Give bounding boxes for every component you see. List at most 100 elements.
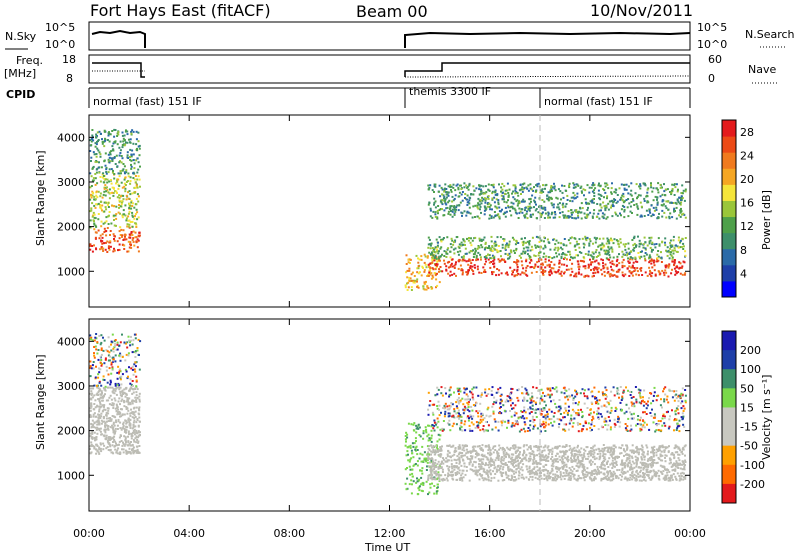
power-cell <box>565 189 568 192</box>
power-cell <box>524 252 526 255</box>
power-cell <box>139 165 141 168</box>
power-cell <box>680 201 683 204</box>
power-cell <box>611 215 614 218</box>
power-cell <box>430 272 433 275</box>
velocity-cell <box>125 426 128 429</box>
power-cell <box>450 205 453 208</box>
power-cell <box>443 209 446 212</box>
power-cell <box>582 242 585 245</box>
velocity-cell <box>110 340 113 343</box>
velocity-cell <box>117 408 120 411</box>
power-cell <box>133 162 136 165</box>
power-cell <box>441 270 444 273</box>
power-cell <box>672 239 675 242</box>
power-cell <box>466 201 469 204</box>
velocity-cell <box>98 427 101 430</box>
power-cell <box>440 201 443 204</box>
velocity-cell <box>516 454 519 457</box>
power-cell <box>547 214 550 217</box>
power-cell <box>477 202 480 205</box>
power-cell <box>672 249 675 252</box>
velocity-cell <box>532 471 534 474</box>
power-cell <box>621 204 624 207</box>
power-cell <box>127 197 130 200</box>
velocity-cell <box>643 464 646 467</box>
velocity-cell <box>676 451 679 454</box>
power-cell <box>549 248 552 251</box>
power-cell <box>515 247 518 250</box>
velocity-cell <box>129 403 132 406</box>
power-cell <box>102 193 105 196</box>
power-cell <box>591 201 594 204</box>
velocity-cell <box>636 451 639 454</box>
power-cell <box>680 266 683 269</box>
power-cell <box>463 240 466 243</box>
velocity-cell <box>653 473 656 475</box>
velocity-cell <box>531 469 533 472</box>
power-cell <box>494 240 497 243</box>
velocity-cell <box>593 455 596 458</box>
power-cell <box>99 180 102 183</box>
power-cell <box>438 258 440 261</box>
velocity-cell <box>412 429 415 432</box>
power-cell <box>616 194 619 196</box>
power-cell <box>405 254 408 257</box>
power-cell <box>635 244 638 247</box>
freq-trace <box>92 62 690 78</box>
power-cell <box>105 168 108 171</box>
power-cell <box>502 213 505 216</box>
power-cell <box>591 198 594 201</box>
velocity-cell <box>504 449 506 452</box>
velocity-cell <box>463 465 466 468</box>
power-cell <box>596 237 598 240</box>
velocity-cell <box>460 454 463 457</box>
velocity-cell <box>114 427 117 430</box>
power-cell <box>101 196 104 199</box>
power-cell <box>99 248 102 251</box>
velocity-cell <box>486 473 489 475</box>
velocity-cell <box>587 455 590 458</box>
y-tick-label: 2000 <box>57 221 85 234</box>
velocity-cell <box>650 461 653 464</box>
power-cell <box>114 235 116 238</box>
power-cell <box>453 252 456 255</box>
velocity-cell <box>493 461 496 464</box>
power-cell <box>521 252 524 255</box>
power-cell <box>476 206 479 209</box>
power-cell <box>657 216 660 219</box>
power-cell <box>472 272 475 275</box>
plot-title: Fort Hays East (fitACF) <box>90 1 271 20</box>
velocity-cell <box>485 463 488 466</box>
velocity-cell <box>554 454 557 457</box>
power-cell <box>113 224 116 227</box>
velocity-cell <box>430 472 433 475</box>
power-cell <box>612 256 615 259</box>
power-cell <box>447 201 450 204</box>
power-cell <box>127 240 130 243</box>
velocity-cell <box>112 423 115 426</box>
power-cell <box>115 154 118 157</box>
power-cell <box>485 207 488 210</box>
velocity-cell <box>138 400 141 403</box>
power-cell <box>120 172 122 175</box>
power-cell <box>615 270 618 273</box>
velocity-cell <box>131 392 134 395</box>
power-cell <box>515 191 518 193</box>
power-cell <box>441 208 443 211</box>
velocity-cell <box>435 492 438 495</box>
power-cell <box>597 184 600 187</box>
power-cell <box>573 217 576 220</box>
power-cell <box>665 216 668 219</box>
velocity-cell <box>603 456 606 459</box>
power-cell <box>637 207 640 210</box>
velocity-cell <box>105 447 108 450</box>
power-cell <box>644 184 647 187</box>
velocity-cell <box>116 428 119 430</box>
power-cell <box>119 140 122 143</box>
velocity-cell <box>545 475 548 478</box>
power-cell <box>428 251 431 254</box>
power-cell <box>682 212 685 215</box>
velocity-cell <box>130 441 132 443</box>
power-cell <box>507 199 509 202</box>
power-cell <box>581 237 584 240</box>
